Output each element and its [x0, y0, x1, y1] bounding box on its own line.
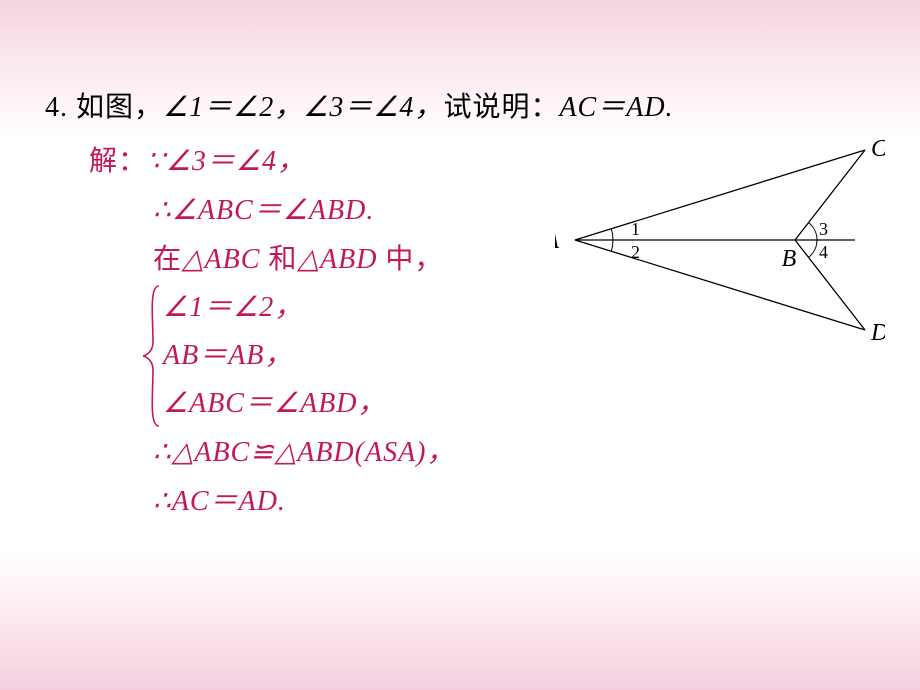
brace-line-2: AB＝AB，	[163, 332, 387, 380]
svg-text:1: 1	[631, 219, 640, 239]
problem-goal: AC＝AD.	[559, 92, 673, 123]
geometry-diagram: A B C D 1 2 3 4	[555, 130, 885, 350]
svg-text:A: A	[555, 228, 559, 254]
left-brace-icon	[141, 284, 163, 428]
svg-text:3: 3	[819, 219, 828, 239]
brace-content: ∠1＝∠2， AB＝AB， ∠ABC＝∠ABD，	[163, 284, 387, 428]
solution-label: 解：	[89, 146, 147, 177]
solution-line-5: ∴AC＝AD.	[45, 477, 875, 526]
problem-cn1: 如图，	[76, 92, 163, 123]
problem-cn2: 试说明：	[443, 92, 559, 123]
svg-text:B: B	[782, 246, 797, 272]
sol-1a: ∵∠3＝∠4，	[147, 146, 306, 177]
brace-line-1: ∠1＝∠2，	[163, 284, 387, 332]
problem-eq1: ∠1＝∠2，∠3＝∠4，	[163, 92, 443, 123]
svg-text:2: 2	[631, 242, 640, 262]
solution-line-4: ∴△ABC≌△ABD(ASA)，	[45, 428, 875, 477]
brace-line-3: ∠ABC＝∠ABD，	[163, 380, 387, 428]
svg-text:4: 4	[819, 242, 828, 262]
svg-text:C: C	[871, 136, 885, 162]
svg-text:D: D	[870, 320, 885, 346]
problem-statement: 4. 如图，∠1＝∠2，∠3＝∠4，试说明：AC＝AD.	[45, 88, 875, 127]
problem-number: 4.	[45, 92, 68, 123]
